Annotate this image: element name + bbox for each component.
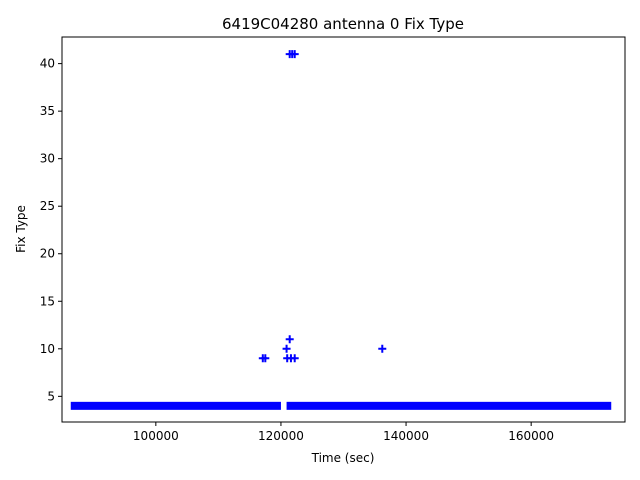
data-point <box>378 344 387 353</box>
y-tick-label: 10 <box>40 342 55 356</box>
y-tick-label: 25 <box>40 199 55 213</box>
data-point <box>290 50 299 59</box>
y-tick-label: 15 <box>40 294 55 308</box>
y-tick-label: 20 <box>40 247 55 261</box>
y-tick-label: 35 <box>40 104 55 118</box>
fix-type-dense-markers <box>286 401 612 410</box>
fix-type-dense-markers <box>70 401 281 410</box>
y-tick-label: 40 <box>40 57 55 71</box>
plot-frame <box>61 36 626 423</box>
x-tick-label: 160000 <box>508 429 554 443</box>
x-tick-label: 120000 <box>258 429 304 443</box>
y-tick-label: 5 <box>47 389 55 403</box>
data-point <box>290 354 299 363</box>
x-tick-label: 100000 <box>133 429 179 443</box>
plot-marks <box>70 50 612 410</box>
data-point <box>261 354 270 363</box>
y-axis-label: Fix Type <box>14 205 28 253</box>
x-axis-label: Time (sec) <box>311 451 375 465</box>
y-axis-ticks: 5 10 15 20 25 30 35 40 <box>40 57 62 403</box>
x-tick-label: 140000 <box>383 429 429 443</box>
data-point <box>285 335 294 344</box>
chart-title: 6419C04280 antenna 0 Fix Type <box>222 15 464 33</box>
data-point <box>282 344 291 353</box>
y-tick-label: 30 <box>40 152 55 166</box>
x-axis-ticks: 100000 120000 140000 160000 <box>133 422 554 443</box>
